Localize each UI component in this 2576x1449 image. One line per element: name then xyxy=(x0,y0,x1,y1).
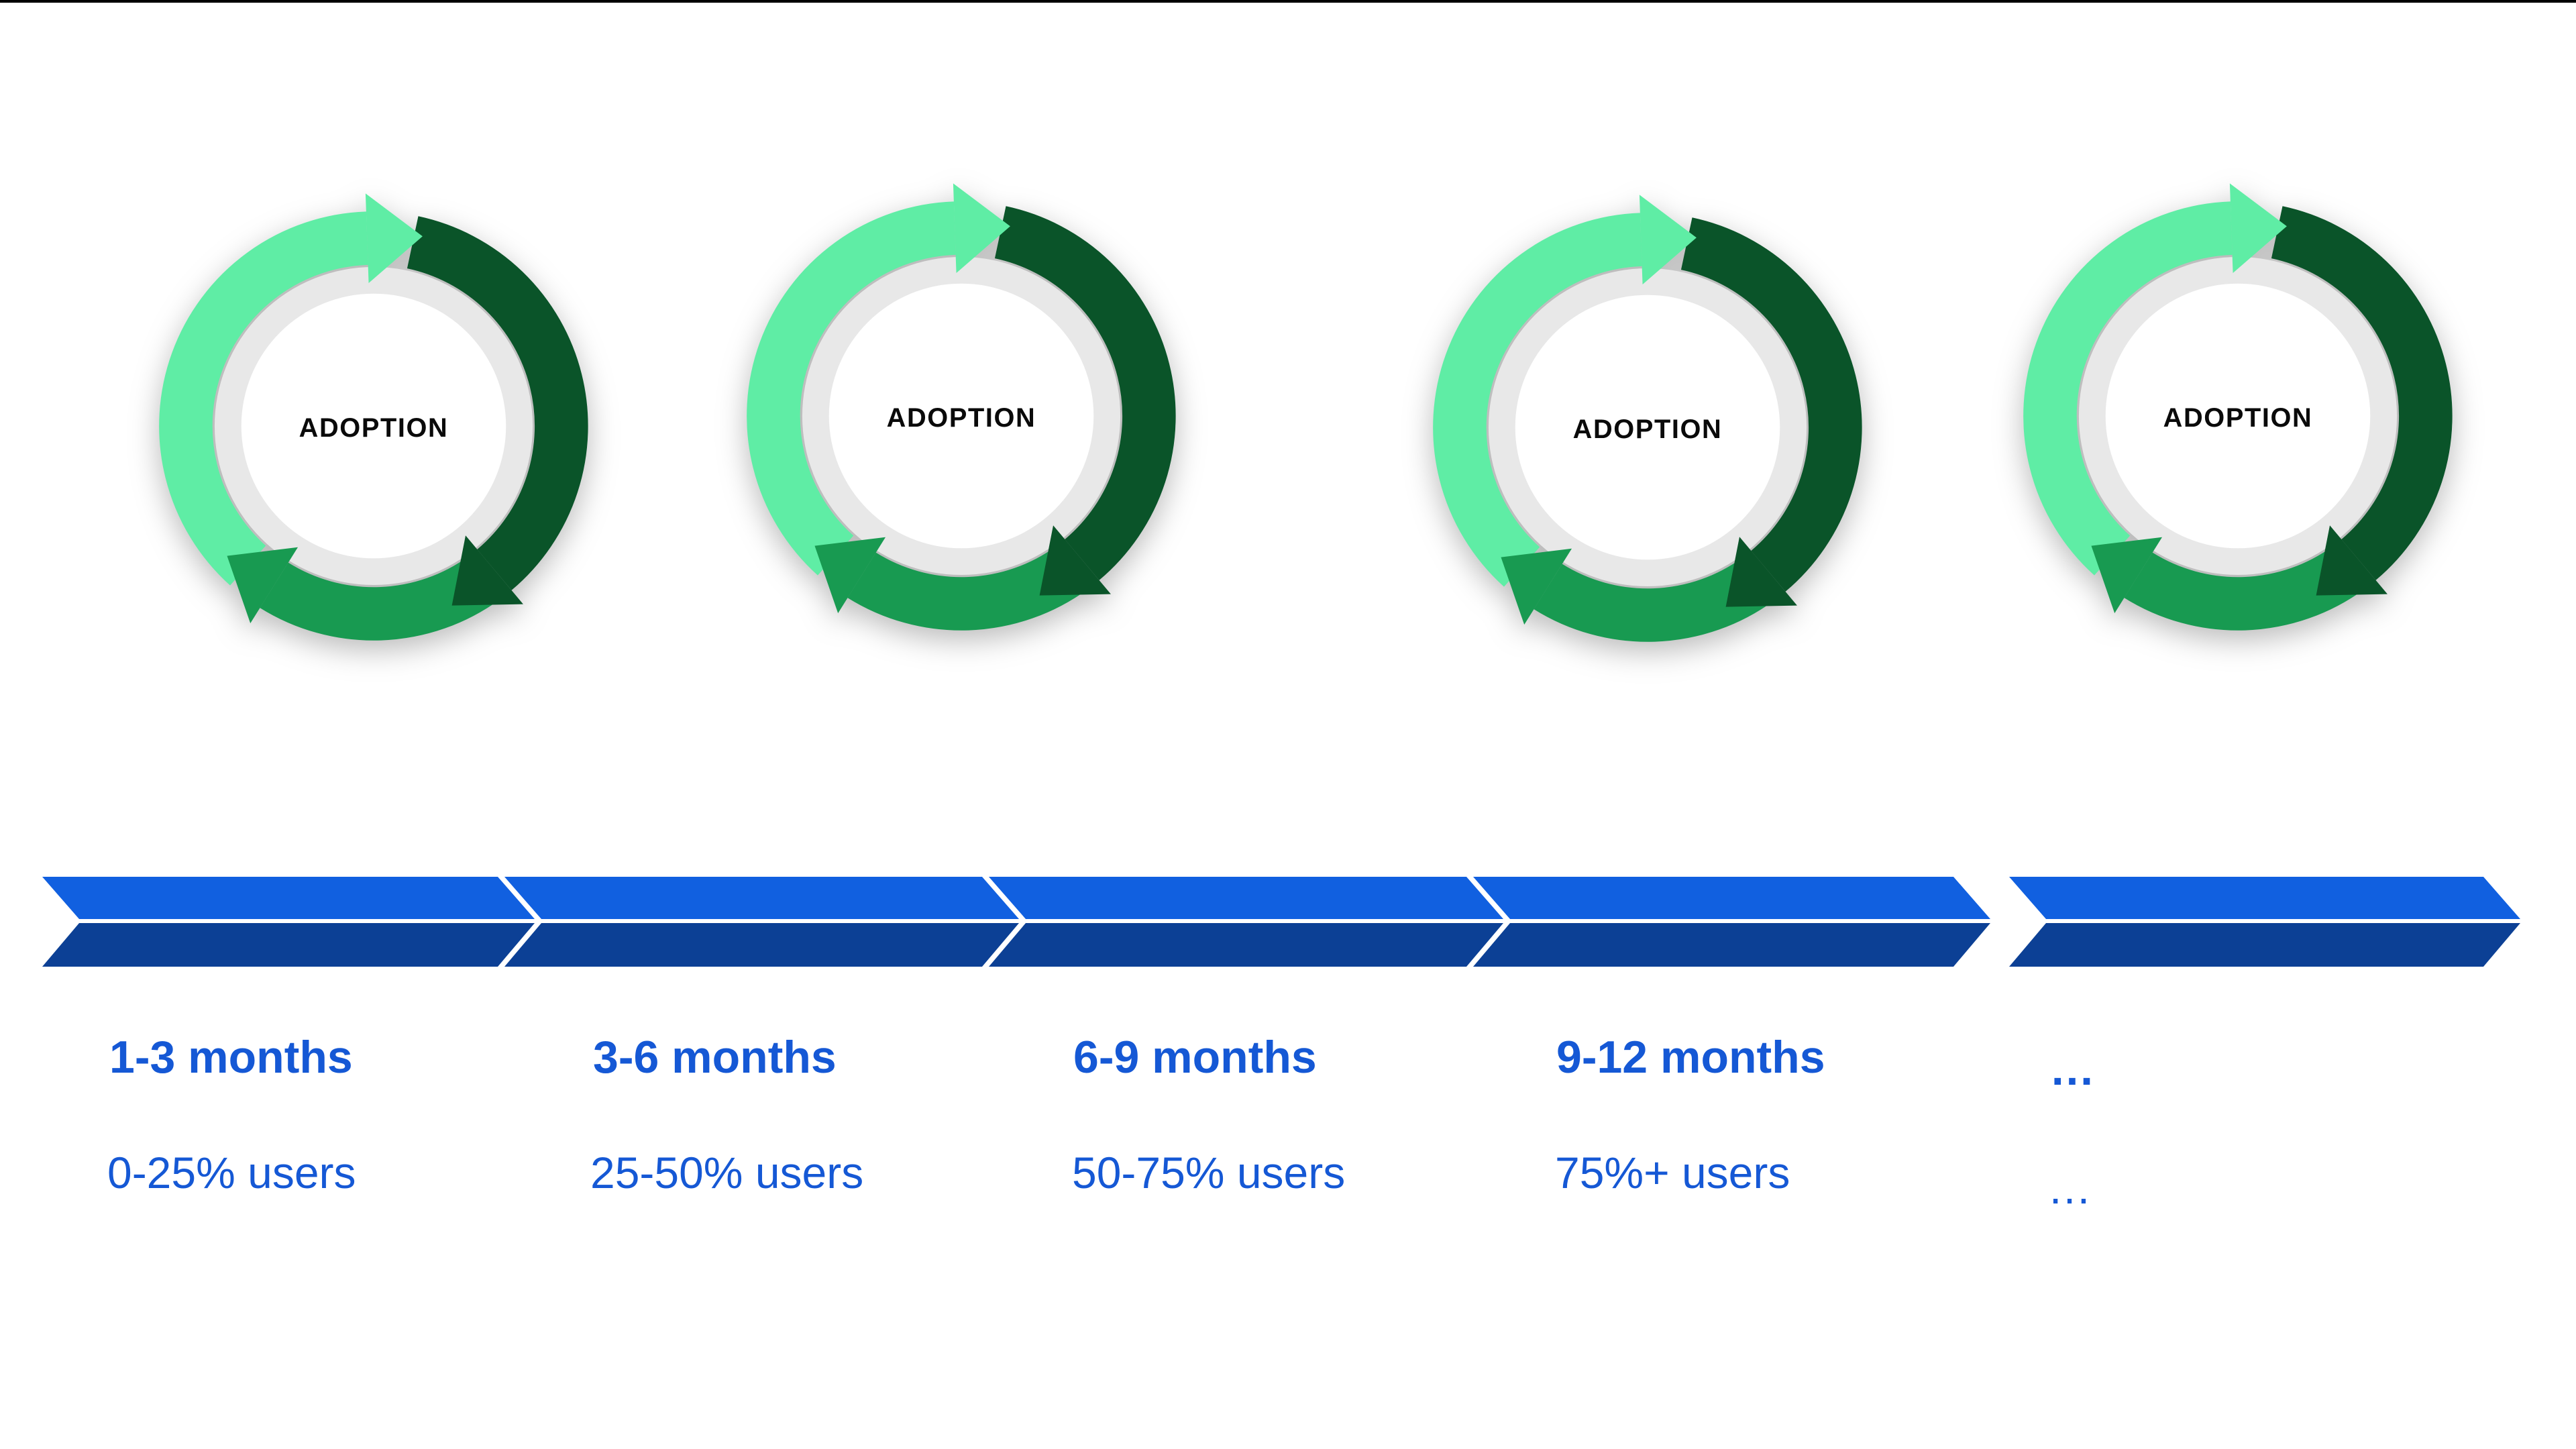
cycle-label: ADOPTION xyxy=(1573,415,1723,444)
phase-1-months-label: 1-3 months xyxy=(109,1032,353,1083)
phase-2-months-label: 3-6 months xyxy=(593,1032,837,1083)
timeline-segment xyxy=(504,877,1019,967)
adoption-cycle-1: ADOPTION xyxy=(139,191,608,661)
phase-1-users-label: 0-25% users xyxy=(107,1148,356,1197)
cycle-label: ADOPTION xyxy=(887,403,1036,433)
timeline-segment xyxy=(1473,877,1990,967)
timeline-segment xyxy=(2009,877,2520,967)
phase-5-months-ellipsis: … xyxy=(2049,1044,2095,1095)
adoption-cycle-3: ADOPTION xyxy=(1413,193,1882,662)
adoption-cycle-4: ADOPTION xyxy=(2003,181,2473,651)
phase-2-users-label: 25-50% users xyxy=(590,1148,864,1197)
phase-5-users-ellipsis: … xyxy=(2047,1163,2092,1213)
top-border-line xyxy=(0,0,2576,3)
phase-4-months-label: 9-12 months xyxy=(1556,1032,1825,1083)
phase-4-users-label: 75%+ users xyxy=(1555,1148,1790,1197)
phase-3-months-label: 6-9 months xyxy=(1073,1032,1317,1083)
timeline-segment xyxy=(42,877,535,967)
phase-3-users-label: 50-75% users xyxy=(1072,1148,1346,1197)
cycle-label: ADOPTION xyxy=(2163,403,2313,433)
adoption-cycle-2: ADOPTION xyxy=(727,181,1196,651)
timeline-segment xyxy=(989,877,1503,967)
cycle-label: ADOPTION xyxy=(299,413,449,443)
